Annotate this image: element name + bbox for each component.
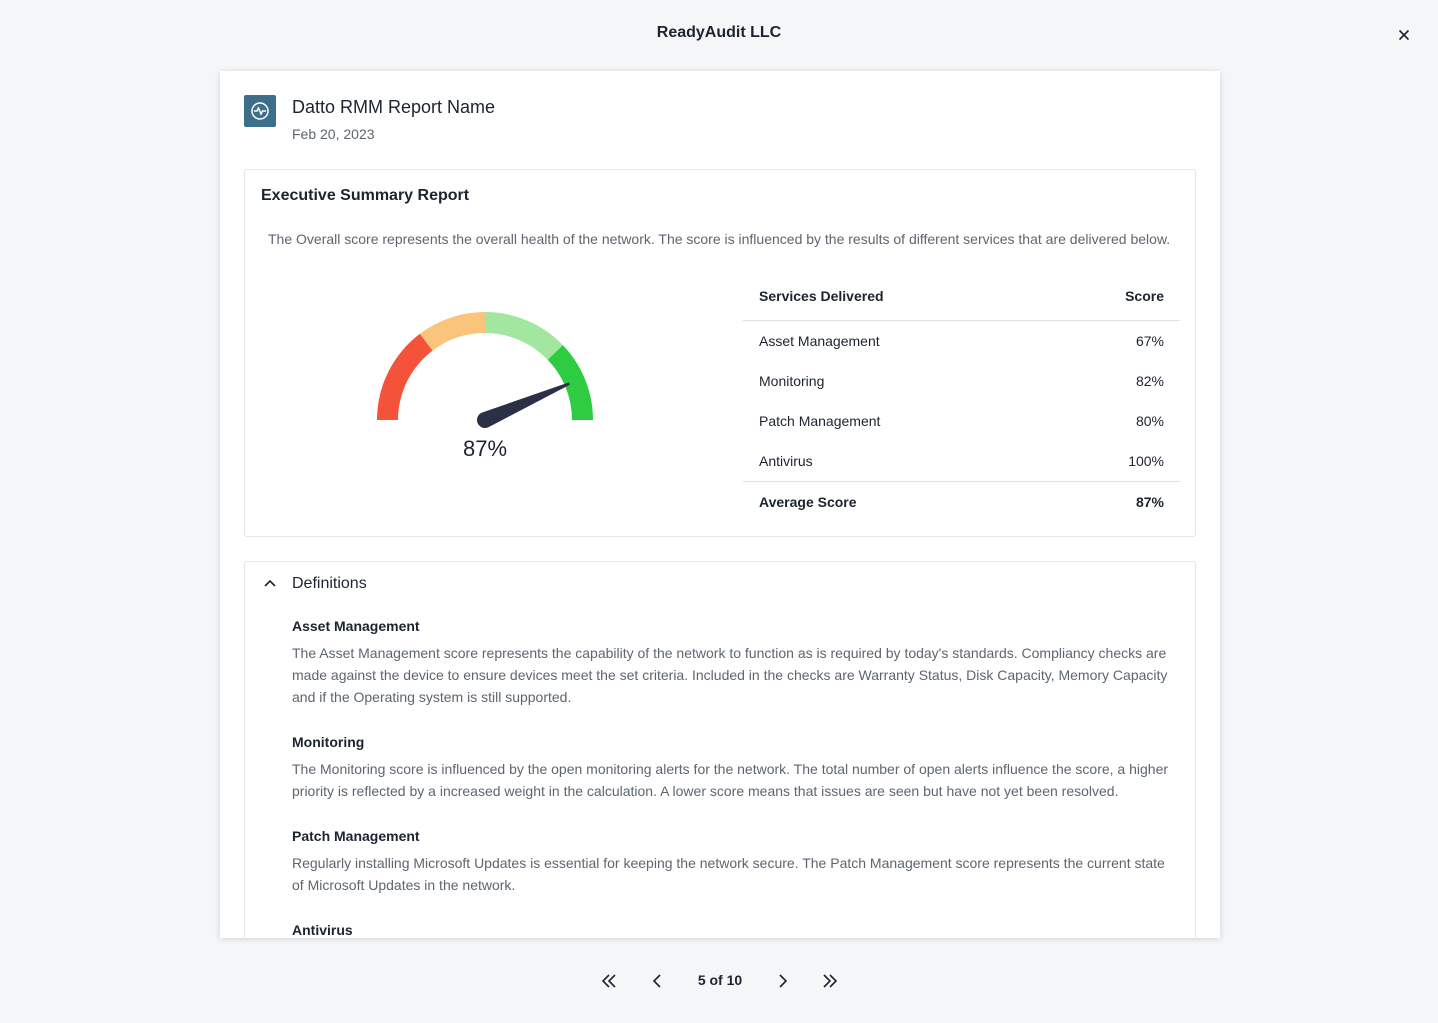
cell: Asset Management bbox=[759, 333, 880, 349]
report-date: Feb 20, 2023 bbox=[292, 126, 375, 142]
definition-text: Regularly installing Microsoft Updates i… bbox=[292, 855, 1165, 893]
definition-text: The Monitoring score is influenced by th… bbox=[292, 761, 1169, 799]
definition-title: Asset Management bbox=[292, 618, 420, 634]
definition-title: Antivirus bbox=[292, 922, 353, 938]
cell: 67% bbox=[1135, 333, 1164, 349]
gauge-band bbox=[377, 333, 433, 420]
score-table: Services Delivered Score Asset Management 6… bbox=[743, 278, 1180, 522]
definitions-title: Definitions bbox=[292, 575, 367, 592]
table-row: Asset Management 67% bbox=[743, 321, 1180, 361]
collapse-toggle[interactable] bbox=[263, 576, 277, 590]
report-icon bbox=[244, 95, 276, 127]
definition-list: Asset Management The Asset Management sco… bbox=[292, 618, 1177, 938]
gauge: 87% bbox=[377, 312, 593, 461]
table-footer: Average Score 87% bbox=[743, 481, 1180, 522]
summary-panel: Executive Summary Report The Overall sco… bbox=[244, 169, 1196, 537]
definitions-panel: Definitions Asset Management The Asset Ma… bbox=[244, 561, 1196, 938]
last-page[interactable] bbox=[820, 971, 840, 991]
app-title: ReadyAudit LLC bbox=[656, 24, 782, 41]
summary-title: Executive Summary Report bbox=[261, 187, 470, 204]
cell: 80% bbox=[1135, 413, 1164, 429]
gauge-label: 87% bbox=[463, 436, 507, 461]
cell: 87% bbox=[1135, 494, 1164, 510]
close-button[interactable] bbox=[1394, 25, 1414, 45]
pager: 5 of 10 bbox=[0, 968, 1438, 994]
table-row: Patch Management 80% bbox=[743, 401, 1180, 441]
cell: Patch Management bbox=[759, 413, 881, 429]
report-card: Datto RMM Report Name Feb 20, 2023 Execu… bbox=[220, 71, 1220, 938]
report-title: Datto RMM Report Name bbox=[292, 97, 496, 117]
summary-description: The Overall score represents the overall… bbox=[268, 231, 1171, 247]
first-page[interactable] bbox=[599, 971, 619, 991]
next-page[interactable] bbox=[773, 971, 793, 991]
table-row: Antivirus 100% bbox=[743, 441, 1180, 481]
page-indicator: 5 of 10 bbox=[697, 972, 743, 988]
cell: Score bbox=[1125, 288, 1164, 304]
definition-title: Patch Management bbox=[292, 828, 420, 844]
cell: Antivirus bbox=[759, 453, 813, 469]
cell: Monitoring bbox=[759, 373, 825, 389]
table-row: Monitoring 82% bbox=[743, 361, 1180, 401]
definition-title: Monitoring bbox=[292, 734, 365, 750]
cell: 82% bbox=[1135, 373, 1164, 389]
cell: 100% bbox=[1128, 453, 1164, 469]
gauge-band bbox=[485, 312, 563, 360]
previous-page[interactable] bbox=[647, 971, 667, 991]
cell: Average Score bbox=[759, 494, 857, 510]
gauge-band bbox=[547, 345, 593, 420]
definition-text: The Asset Management score represents th… bbox=[292, 645, 1168, 705]
gauge-needle bbox=[477, 382, 570, 428]
table-header: Services Delivered Score bbox=[743, 278, 1180, 321]
gauge-band bbox=[419, 312, 485, 351]
cell: Services Delivered bbox=[759, 288, 884, 304]
